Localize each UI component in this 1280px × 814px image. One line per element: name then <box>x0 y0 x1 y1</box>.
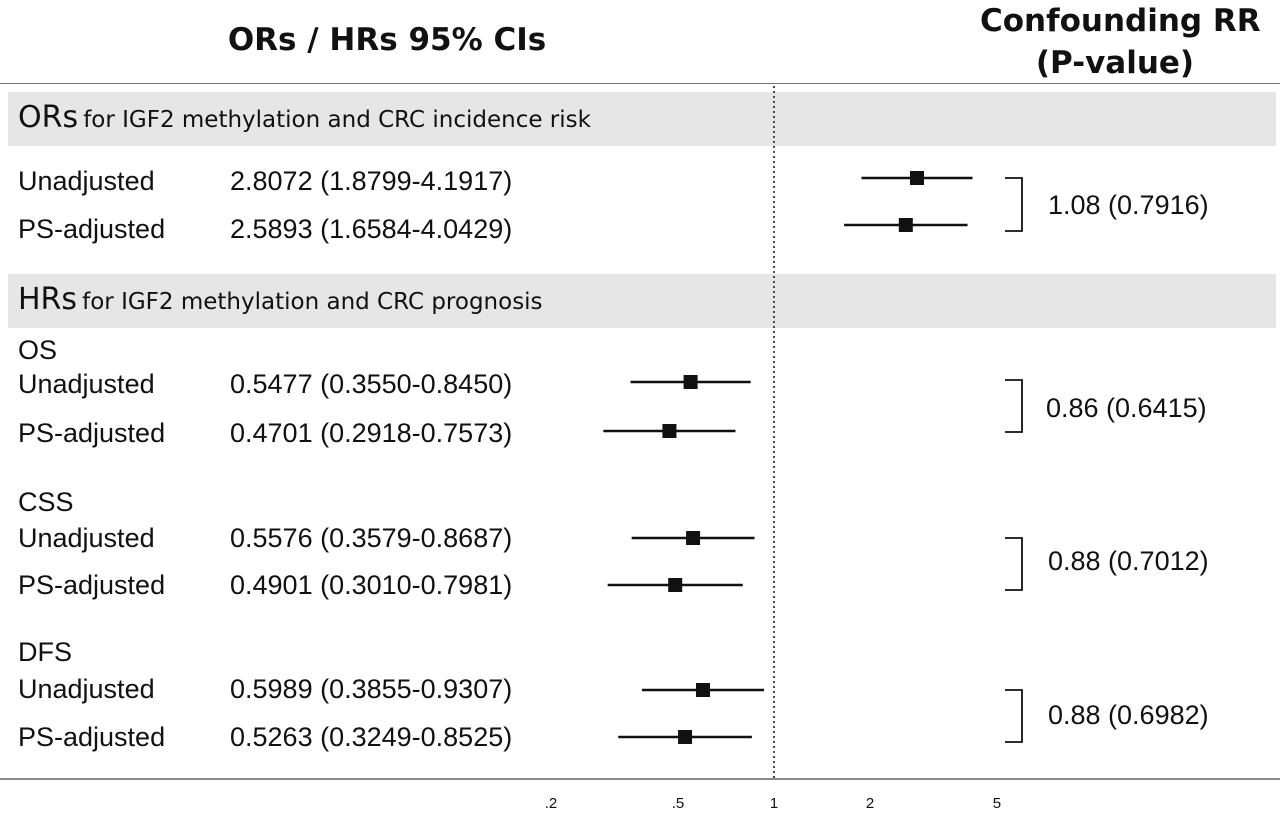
section-abbr: HRs <box>18 282 78 317</box>
group-label-dfs: DFS <box>18 637 72 667</box>
point-estimate-marker <box>683 375 698 389</box>
confounding-rr-title-line1: Confounding RR <box>980 3 1261 39</box>
x-tick-label: 2 <box>866 795 874 812</box>
row-estimate: 0.4901 (0.3010-0.7981) <box>230 570 513 600</box>
section-band-hrs: HRs for IGF2 methylation and CRC prognos… <box>8 274 1276 328</box>
confounding-rr-value: 0.88 (0.7012) <box>1048 546 1209 576</box>
point-estimate-marker <box>662 424 677 438</box>
row-estimate: 2.5893 (1.6584-4.0429) <box>230 214 513 244</box>
confounding-rr-title-line2: (P-value) <box>1035 45 1195 81</box>
confounding-rr-value: 1.08 (0.7916) <box>1048 190 1209 220</box>
point-estimate-marker <box>695 683 710 697</box>
x-tick-label: .5 <box>672 795 685 812</box>
point-estimate-marker <box>678 730 693 744</box>
row-estimate: 0.5989 (0.3855-0.9307) <box>230 674 513 704</box>
rr-bracket <box>1005 177 1023 232</box>
group-label-os: OS <box>18 335 58 365</box>
row-label: PS-adjusted <box>18 418 166 448</box>
point-estimate-marker <box>668 578 683 592</box>
row-label: PS-adjusted <box>18 214 166 244</box>
section-desc: for IGF2 methylation and CRC incidence r… <box>83 107 591 133</box>
section-title-hrs: HRs for IGF2 methylation and CRC prognos… <box>18 282 543 317</box>
point-estimate-marker <box>686 531 701 545</box>
confounding-rr-value: 0.88 (0.6982) <box>1048 700 1209 730</box>
row-label: Unadjusted <box>18 523 155 553</box>
section-desc: for IGF2 methylation and CRC prognosis <box>82 289 543 315</box>
row-label: PS-adjusted <box>18 722 166 752</box>
section-title-ors: ORs for IGF2 methylation and CRC inciden… <box>18 100 591 135</box>
group-label-css: CSS <box>18 487 74 517</box>
x-tick-label: 1 <box>770 795 778 812</box>
header-divider <box>0 83 1280 84</box>
row-estimate: 0.5477 (0.3550-0.8450) <box>230 369 513 399</box>
point-estimate-marker <box>898 218 913 232</box>
row-label: PS-adjusted <box>18 570 166 600</box>
rr-bracket <box>1005 537 1023 591</box>
point-estimate-marker <box>909 171 924 185</box>
row-estimate: 0.4701 (0.2918-0.7573) <box>230 418 513 448</box>
row-estimate: 2.8072 (1.8799-4.1917) <box>230 166 513 196</box>
column-title-confounding-rr: Confounding RR (P-value) <box>980 0 1261 84</box>
row-estimate: 0.5576 (0.3579-0.8687) <box>230 523 513 553</box>
section-band-ors: ORs for IGF2 methylation and CRC inciden… <box>8 92 1276 146</box>
row-label: Unadjusted <box>18 674 155 704</box>
rr-bracket <box>1005 689 1023 743</box>
confounding-rr-value: 0.86 (0.6415) <box>1046 393 1207 423</box>
row-estimate: 0.5263 (0.3249-0.8525) <box>230 722 513 752</box>
row-label: Unadjusted <box>18 166 155 196</box>
x-tick-label: .2 <box>545 795 558 812</box>
section-abbr: ORs <box>18 100 79 135</box>
row-label: Unadjusted <box>18 369 155 399</box>
column-title-estimates: ORs / HRs 95% CIs <box>227 22 547 58</box>
x-tick-label: 5 <box>993 795 1001 812</box>
rr-bracket <box>1005 379 1023 433</box>
